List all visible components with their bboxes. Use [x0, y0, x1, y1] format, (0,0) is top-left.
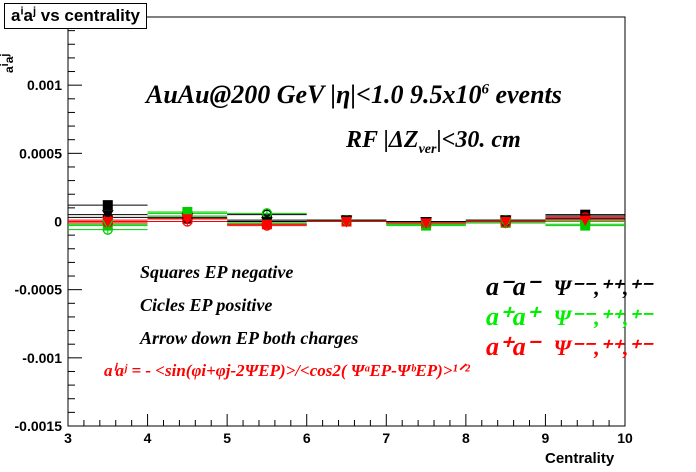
triangle-down-marker [181, 214, 194, 225]
x-tick-label: 4 [144, 430, 152, 446]
triangle-down-marker [101, 217, 114, 228]
triangle-down-marker [499, 217, 512, 228]
x-tick-label: 6 [303, 430, 311, 446]
formula-annotation: aⁱaʲ = - <sin(φi+φj-2ΨEP)>/<cos2( ΨᵃEP-Ψ… [104, 361, 470, 380]
triangle-down-marker [261, 219, 273, 231]
y-tick-label: 0.0005 [19, 145, 62, 161]
legend-entry-neg-neg: a⁻a⁻ Ψ⁻⁻,⁺⁺,⁺⁻ [486, 272, 652, 301]
y-tick-label: -0.001 [22, 350, 62, 366]
x-tick-label: 10 [617, 430, 633, 446]
triangle-down-marker [340, 217, 353, 228]
annotation-dataset: AuAu@200 GeV |η|<1.0 9.5x106 events [146, 80, 562, 109]
triangle-down-marker [579, 215, 592, 227]
chart-title: aiaj vs centrality [4, 3, 148, 29]
triangle-down-marker [101, 210, 114, 221]
x-tick-label: 8 [462, 430, 470, 446]
y-tick-label: -0.0015 [15, 418, 63, 434]
legend-entry-pos-pos: a⁺a⁺ Ψ⁻⁻,⁺⁺,⁺⁻ [486, 302, 652, 331]
legend: a⁻a⁻ Ψ⁻⁻,⁺⁺,⁺⁻ a⁺a⁺ Ψ⁻⁻,⁺⁺,⁺⁻ a⁺a⁻ Ψ⁻⁻,⁺… [486, 272, 691, 362]
note-circles: Cicles EP positive [140, 295, 273, 315]
x-tick-label: 3 [64, 430, 72, 446]
triangle-down-marker [420, 218, 432, 229]
note-squares: Squares EP negative [140, 262, 294, 282]
y-tick-label: -0.0005 [15, 282, 63, 298]
annotation-cut: RF |ΔZver|<30. cm [346, 127, 521, 157]
x-tick-label: 9 [542, 430, 550, 446]
note-triangles: Arrow down EP both charges [140, 328, 359, 348]
y-tick-label: 0.001 [27, 77, 62, 93]
x-axis-label: Centrality [545, 450, 615, 467]
y-tick-label: 0 [54, 214, 62, 230]
square-marker [102, 200, 113, 211]
x-tick-label: 5 [223, 430, 231, 446]
y-axis-label: aiaj [0, 53, 16, 74]
x-tick-label: 7 [382, 430, 390, 446]
legend-entry-pos-neg: a⁺a⁻ Ψ⁻⁻,⁺⁺,⁺⁻ [486, 332, 652, 361]
